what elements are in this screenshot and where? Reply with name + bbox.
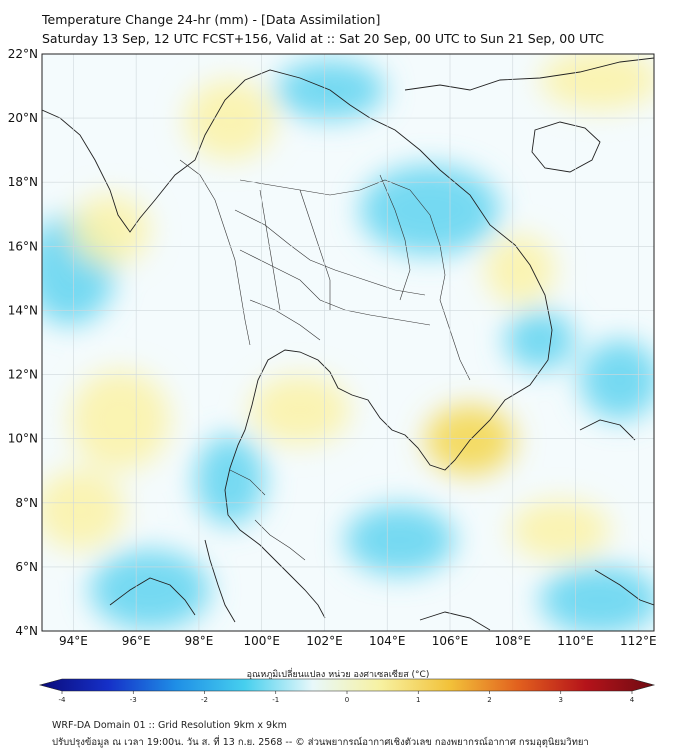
lat-tick-label: 4°N: [15, 624, 38, 638]
anomaly-patch: [70, 195, 150, 265]
map-title: Temperature Change 24-hr (mm) - [Data As…: [42, 12, 381, 27]
lon-tick-label: 98°E: [184, 634, 213, 648]
lat-tick-label: 16°N: [8, 239, 38, 253]
anomaly-patch: [70, 370, 170, 470]
anomaly-patch: [540, 565, 654, 631]
anomaly-patch: [185, 80, 275, 160]
anomaly-patch: [580, 340, 654, 420]
longitude-labels: 94°E 96°E 98°E 100°E 102°E 104°E 106°E 108°E 110…: [59, 634, 657, 648]
province-borders: [179, 159, 471, 561]
lat-tick-label: 8°N: [15, 496, 38, 510]
lon-tick-label: 104°E: [369, 634, 406, 648]
map-subtitle: Saturday 13 Sep, 12 UTC FCST+156, Valid …: [42, 31, 604, 46]
temperature-change-map: 22°N 20°N 18°N 16°N 14°N 12°N 10°N 8°N 6°N 4°N 94…: [8, 47, 657, 648]
anomaly-patch: [42, 470, 125, 550]
lon-tick-label: 106°E: [432, 634, 469, 648]
lon-tick-label: 110°E: [557, 634, 594, 648]
anomaly-patch: [250, 375, 350, 445]
lat-tick-label: 12°N: [8, 368, 38, 382]
anomaly-patch: [195, 435, 265, 525]
anomaly-patch: [505, 310, 575, 370]
model-info: WRF-DA Domain 01 :: Grid Resolution 9km …: [52, 720, 287, 731]
anomaly-patch: [90, 550, 210, 630]
anomaly-patch: [485, 235, 555, 305]
update-credit: ปรับปรุงข้อมูล ณ เวลา 19:00น. วัน ส. ที่…: [52, 737, 589, 748]
lon-tick-label: 96°E: [122, 634, 151, 648]
map-frame: [41, 53, 655, 632]
anomaly-patch: [345, 505, 455, 575]
lat-tick-label: 10°N: [8, 432, 38, 446]
anomaly-patch: [540, 54, 654, 110]
anomaly-patch: [360, 165, 500, 255]
lat-tick-label: 6°N: [15, 560, 38, 574]
lat-tick-label: 20°N: [8, 111, 38, 125]
lon-tick-label: 94°E: [59, 634, 88, 648]
anomaly-field: [42, 54, 654, 631]
anomaly-patch: [510, 500, 610, 560]
lon-tick-label: 100°E: [243, 634, 280, 648]
colorbar-title: อุณหภูมิเปลี่ยนแปลง หน่วย องศาเซลเซียส (…: [246, 670, 430, 680]
coastlines: [42, 57, 654, 631]
lon-tick-label: 108°E: [495, 634, 532, 648]
lon-tick-label: 102°E: [306, 634, 343, 648]
lon-tick-label: 112°E: [620, 634, 657, 648]
lat-tick-label: 14°N: [8, 303, 38, 317]
lat-tick-label: 18°N: [8, 175, 38, 189]
lat-tick-label: 22°N: [8, 47, 38, 61]
latitude-labels: 22°N 20°N 18°N 16°N 14°N 12°N 10°N 8°N 6°N 4°N: [8, 47, 38, 638]
